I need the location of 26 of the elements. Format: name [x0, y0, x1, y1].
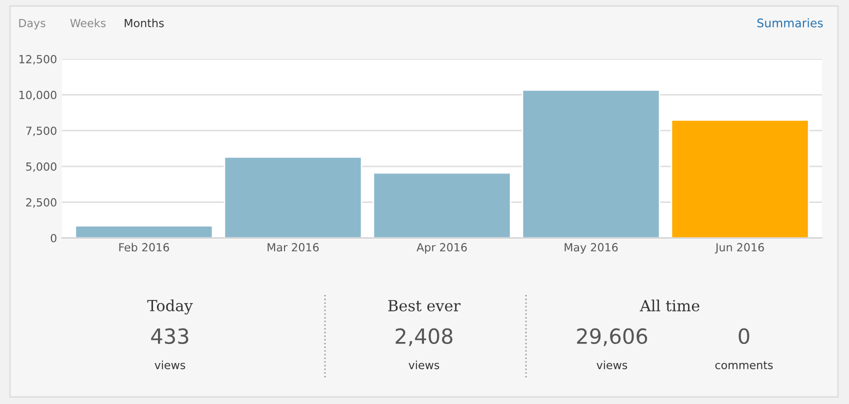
text: Best ever [388, 300, 461, 312]
text: Weeks [70, 18, 106, 28]
text: 29,606 [577, 328, 648, 346]
y-tick-label: 5,000 [26, 162, 56, 172]
text: All time [640, 300, 700, 312]
y-tick-label: 7,500 [26, 126, 56, 136]
text: 2,408 [396, 328, 452, 346]
y-tick-label: 2,500 [26, 198, 56, 208]
text: Today [147, 300, 193, 314]
text: Months [124, 18, 164, 28]
x-tick-label: Jun 2016 [714, 243, 764, 254]
x-tick-label: Mar 2016 [268, 243, 319, 252]
y-tick-label: 10,000 [19, 90, 56, 100]
text: 0 [738, 328, 750, 344]
text: Summaries [757, 18, 823, 28]
text: comments [715, 361, 773, 370]
text: 433 [151, 328, 188, 344]
x-tick-label: Apr 2016 [416, 243, 467, 254]
y-tick-label: 0 [50, 234, 56, 242]
y-tick-label: 12,500 [19, 54, 56, 65]
text: views [408, 360, 440, 370]
text: views [596, 360, 628, 370]
text: Days [19, 18, 46, 30]
x-tick-label: Feb 2016 [119, 242, 169, 252]
x-tick-label: May 2016 [564, 243, 618, 254]
text: views [154, 360, 186, 370]
